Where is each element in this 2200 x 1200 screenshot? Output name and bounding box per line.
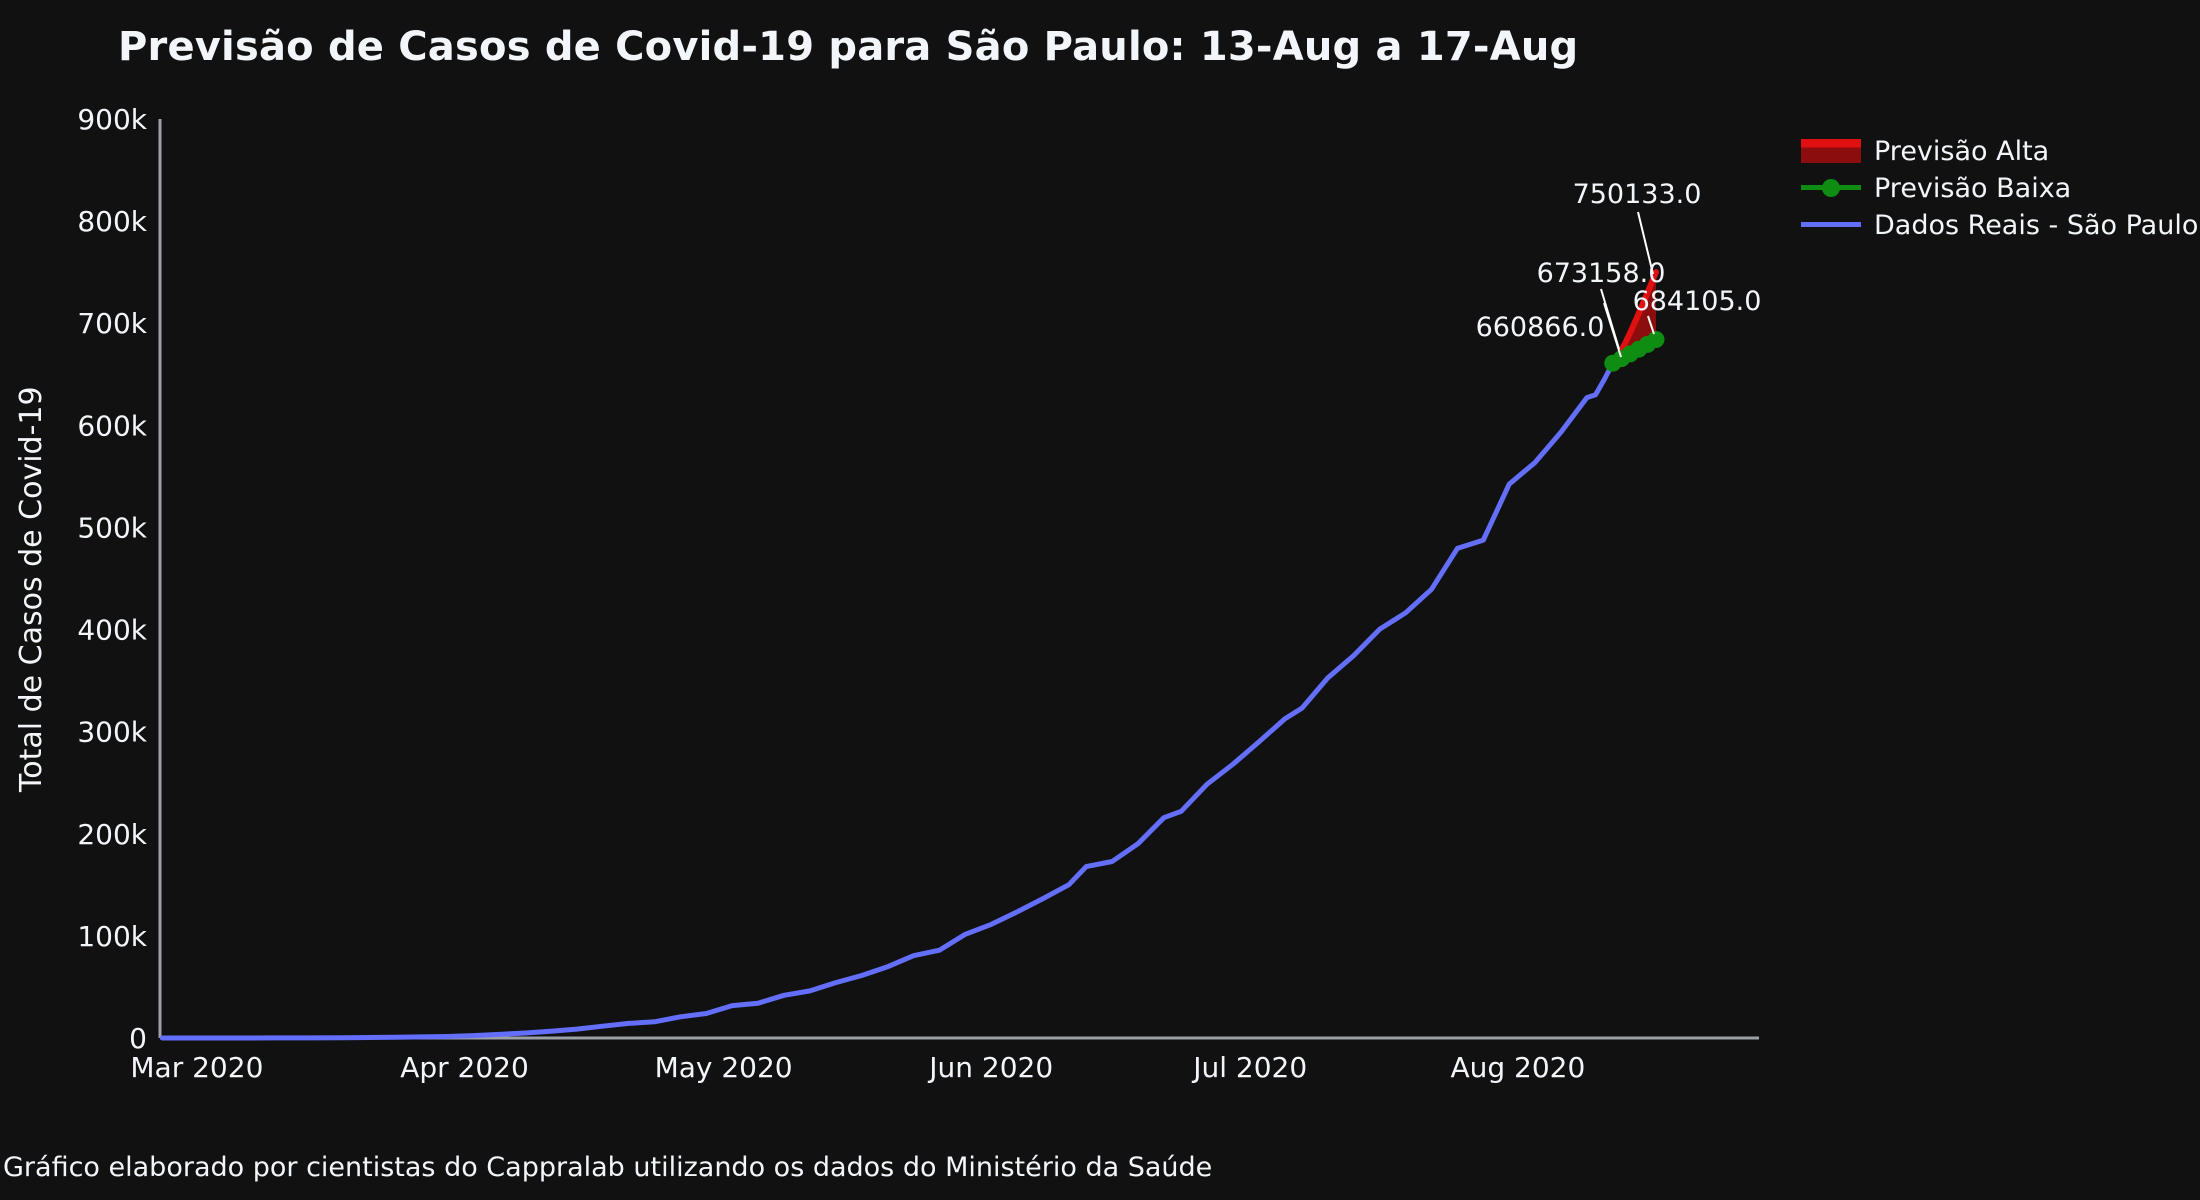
legend-item-label: Previsão Baixa [1874,172,2072,204]
previsao-baixa-marker[interactable] [1647,331,1665,348]
x-tick-label: Mar 2020 [130,1051,263,1084]
legend-swatch [1801,139,1861,163]
y-tick-label: 800k [77,205,147,238]
y-tick-label: 0 [129,1022,147,1055]
annotation-label: 673158.0 [1537,258,1666,289]
y-tick-label: 600k [77,409,147,442]
y-tick-label: 300k [77,716,147,749]
annotation-label: 660866.0 [1476,312,1605,343]
legend-swatch [1801,213,1861,237]
legend-item-2[interactable]: Dados Reais - São Paulo [1801,209,2199,241]
y-tick-label: 700k [77,307,147,340]
y-tick-label: 500k [77,511,147,544]
annotation-label: 684105.0 [1633,286,1762,317]
chart-title: Previsão de Casos de Covid-19 para São P… [118,24,1579,70]
legend-item-label: Dados Reais - São Paulo [1874,209,2199,241]
y-tick-label: 900k [77,103,147,136]
legend-item-0[interactable]: Previsão Alta [1801,135,2198,167]
annotation-leader-line [1647,315,1655,335]
y-tick-label: 400k [77,614,147,647]
annotation-leader-line [1637,211,1654,275]
y-tick-label: 200k [77,818,147,851]
legend-swatch [1801,176,1861,200]
legend-item-1[interactable]: Previsão Baixa [1801,172,2198,204]
x-tick-label: Apr 2020 [400,1051,529,1084]
footer-credit: Gráfico elaborado por cientistas do Capp… [3,1152,1213,1183]
legend: Previsão Alta Previsão Baixa Dados Reais -… [1801,135,2199,241]
x-tick-label: Jun 2020 [927,1051,1053,1084]
series-dados-reais[interactable] [159,360,1616,1041]
x-tick-label: May 2020 [655,1051,793,1084]
y-tick-label: 100k [77,920,147,953]
annotation-label: 750133.0 [1573,179,1702,210]
annotation-leader-line [1603,302,1622,358]
x-tick-label: Jul 2020 [1191,1051,1307,1084]
x-tick-label: Aug 2020 [1450,1051,1585,1084]
legend-item-label: Previsão Alta [1874,135,2050,167]
